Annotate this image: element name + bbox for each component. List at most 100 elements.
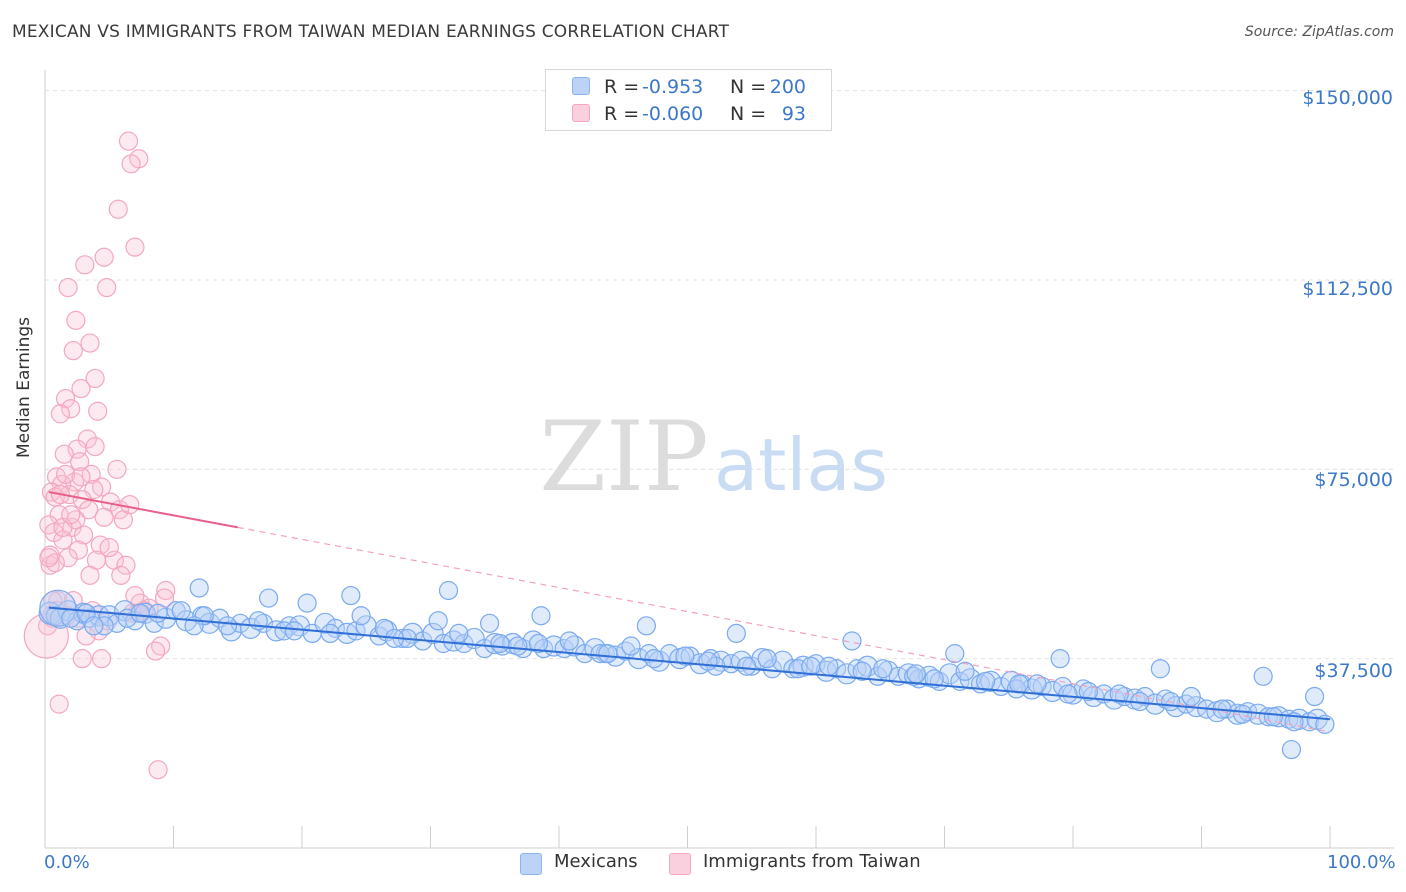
data-point xyxy=(836,663,858,685)
data-point xyxy=(904,666,924,686)
data-point xyxy=(621,636,641,656)
chart-source: Source: ZipAtlas.com xyxy=(1244,24,1394,40)
trend-lines xyxy=(48,491,1331,733)
data-point xyxy=(94,616,114,636)
data-point xyxy=(584,637,606,660)
data-point xyxy=(94,247,114,267)
y-tick-37500: $37,500 xyxy=(1314,660,1393,682)
data-point xyxy=(274,621,294,641)
data-point xyxy=(40,555,60,575)
y-tick-150000: $150,000 xyxy=(1302,87,1393,109)
data-point xyxy=(1304,686,1325,707)
data-point xyxy=(528,633,549,654)
data-point xyxy=(955,661,975,681)
data-point xyxy=(84,616,104,636)
data-point xyxy=(55,389,76,409)
x-tick-max: 100.0% xyxy=(1327,852,1396,873)
data-point xyxy=(590,644,610,664)
data-point xyxy=(341,585,361,606)
n-value-taiwan: 93 xyxy=(781,103,806,125)
series-legend: Mexicans Immigrants from Taiwan xyxy=(0,851,1406,877)
data-point xyxy=(66,310,86,330)
data-point xyxy=(80,565,100,585)
data-point xyxy=(79,500,99,520)
mexican-trend-line xyxy=(48,606,1331,721)
data-point xyxy=(54,444,74,464)
data-point xyxy=(88,401,108,421)
data-point xyxy=(1263,707,1284,727)
data-point xyxy=(698,651,718,671)
taiwan-points xyxy=(23,131,176,780)
data-point xyxy=(50,404,71,424)
data-point xyxy=(1181,686,1201,707)
data-point xyxy=(189,578,209,598)
data-point xyxy=(85,368,105,389)
data-point xyxy=(125,237,145,257)
data-point xyxy=(217,616,238,636)
data-point xyxy=(1050,649,1070,669)
y-axis-label: Median Earnings xyxy=(14,316,34,458)
data-point xyxy=(99,537,119,558)
data-point xyxy=(118,131,139,151)
taiwan-trend-extension xyxy=(237,526,1331,733)
data-point xyxy=(71,378,91,399)
taiwan-swatch-icon xyxy=(572,104,590,122)
data-point xyxy=(480,613,500,633)
data-point xyxy=(75,255,95,275)
taiwan-trend-line xyxy=(48,491,238,529)
data-point xyxy=(730,650,753,672)
data-point xyxy=(314,612,336,634)
data-point xyxy=(490,633,510,654)
y-tick-112500: $112,500 xyxy=(1302,278,1393,300)
data-point xyxy=(61,505,81,525)
data-point xyxy=(563,635,586,657)
mexican-points xyxy=(38,578,1335,760)
watermark-zip: ZIP xyxy=(539,401,708,513)
data-point xyxy=(253,613,274,633)
data-point xyxy=(71,467,91,487)
r-label: R = xyxy=(604,103,640,125)
data-point xyxy=(85,436,105,457)
gridlines xyxy=(45,90,1394,660)
data-point xyxy=(297,593,317,613)
data-point xyxy=(422,622,444,645)
data-point xyxy=(107,459,127,479)
data-point xyxy=(945,644,965,664)
data-point xyxy=(757,649,777,669)
data-point xyxy=(130,603,150,623)
data-point xyxy=(80,333,100,353)
r-value-taiwan: -0.060 xyxy=(642,103,704,125)
r-label: R = xyxy=(604,76,640,98)
data-point xyxy=(171,601,191,621)
data-point xyxy=(508,636,528,656)
data-point xyxy=(852,661,872,681)
data-point xyxy=(70,452,90,472)
data-point xyxy=(63,341,83,361)
data-point xyxy=(976,671,996,691)
data-point xyxy=(72,649,92,669)
data-point xyxy=(559,631,579,651)
data-point xyxy=(924,669,944,689)
data-point xyxy=(116,555,136,575)
axes xyxy=(44,70,1394,849)
data-point xyxy=(484,632,506,655)
data-point xyxy=(801,656,821,676)
data-point xyxy=(284,621,304,641)
data-point xyxy=(449,623,469,644)
data-point xyxy=(77,429,98,449)
data-point xyxy=(91,477,112,497)
data-point xyxy=(58,277,78,298)
data-point xyxy=(91,649,112,669)
data-point xyxy=(148,603,168,623)
data-point xyxy=(644,649,664,669)
data-point xyxy=(97,277,117,298)
data-point xyxy=(428,611,448,631)
n-value-mexicans: 200 xyxy=(769,76,806,98)
data-point xyxy=(258,588,279,608)
data-point xyxy=(531,606,551,626)
data-point xyxy=(39,548,59,568)
data-point xyxy=(737,656,757,676)
data-point xyxy=(1281,739,1302,760)
data-point xyxy=(1009,674,1029,694)
